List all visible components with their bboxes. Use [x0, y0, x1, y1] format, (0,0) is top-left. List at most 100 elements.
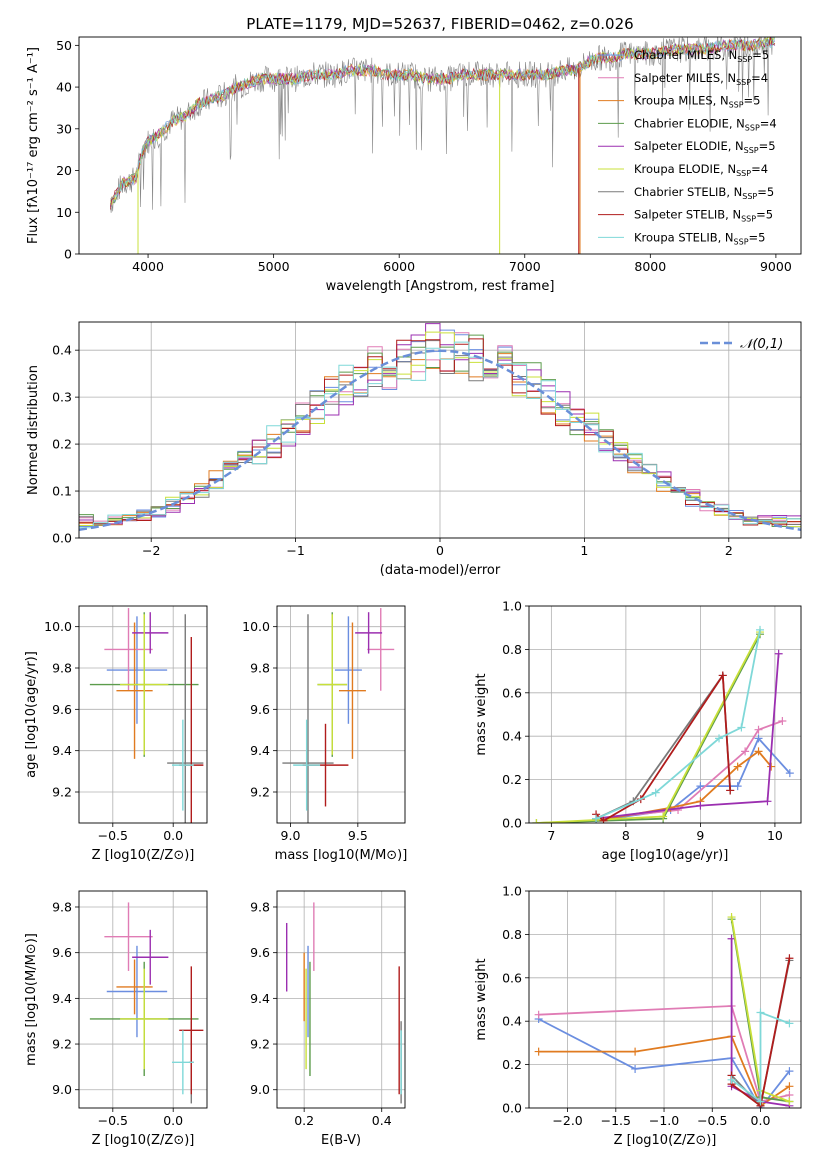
legend-label: 𝒩(0,1): [740, 337, 783, 352]
y-tick-label: 9.4: [250, 743, 270, 758]
x-tick-label: 7000: [509, 259, 541, 274]
x-tick-label: −0.5: [98, 1113, 128, 1128]
plot-area-age-vs-Z: [79, 606, 207, 823]
weight-marker: [674, 805, 683, 814]
y-tick-label: 9.2: [52, 785, 72, 800]
y-tick-label: 10.0: [44, 619, 72, 634]
weight-marker: [718, 671, 727, 680]
x-tick-label: 0: [436, 543, 444, 558]
x-tick-label: −0.5: [98, 828, 128, 843]
weight-marker: [741, 747, 750, 756]
y-tick-label: 9.6: [52, 945, 72, 960]
x-tick-label: 0.0: [163, 828, 183, 843]
weight-marker: [756, 1008, 765, 1017]
y-tick-label: 0.0: [502, 1101, 522, 1116]
x-tick-label: −1.5: [601, 1113, 631, 1128]
x-tick-label: 9: [696, 828, 704, 843]
x-tick-label: 9.5: [348, 828, 368, 843]
y-tick-label: 9.6: [52, 702, 72, 717]
y-tick-label: 1.0: [502, 599, 522, 614]
y-tick-label: 0.1: [52, 484, 72, 499]
axes-frame: [276, 890, 406, 1109]
x-tick-label: −1.0: [649, 1113, 679, 1128]
weight-marker: [715, 734, 724, 743]
x-tick-label: 0.4: [372, 1113, 392, 1128]
weight-marker: [785, 1097, 794, 1106]
panel-spectrum: 4000 5000 6000 7000 8000 9000 0 10 20 30 40 50 wavel…: [26, 36, 802, 294]
x-tick-label: −2.0: [552, 1113, 582, 1128]
x-tick-label: −0.5: [697, 1113, 727, 1128]
legend: Chabrier MILES, NSSP=5 Salpeter MILES, NS…: [598, 48, 777, 246]
y-tick-label: 0.0: [52, 531, 72, 546]
legend-label: Chabrier ELODIE, NSSP=4: [634, 116, 777, 132]
weight-marker: [785, 769, 794, 778]
legend-label: Chabrier MILES, NSSP=5: [634, 48, 769, 64]
x-tick-label: 4000: [132, 259, 164, 274]
y-axis-label: Normed distribution: [26, 365, 41, 495]
y-tick-label: 9.0: [52, 1082, 72, 1097]
weight-marker: [733, 782, 742, 791]
plot-area-mass-vs-ebv: [277, 891, 405, 1108]
y-tick-label: 9.6: [250, 945, 270, 960]
spectrum-line-kroupa-stelib: [110, 37, 776, 200]
weight-marker: [754, 747, 763, 756]
legend-label: Salpeter MILES, NSSP=4: [634, 71, 768, 87]
weight-marker: [756, 1097, 765, 1106]
panel-age-vs-mass: 9.0 9.5 9.2 9.4 9.6 9.8 10.0 mass [log10(M/M⊙)]: [242, 605, 407, 863]
x-axis-label: Z [log10(Z/Z⊙)]: [614, 1133, 717, 1148]
weight-line: [595, 653, 780, 820]
x-tick-label: 0.0: [751, 1113, 771, 1128]
weight-marker: [534, 1047, 543, 1056]
panel-age-vs-Z: −0.5 0.0 9.2 9.4 9.6 9.8 10.0 Z [log10(Z/Z⊙)] ag…: [24, 605, 208, 863]
legend-label: Chabrier STELIB, NSSP=5: [634, 185, 774, 201]
y-tick-label: 0.6: [502, 970, 522, 985]
weight-marker: [592, 814, 601, 823]
weight-marker: [651, 788, 660, 797]
y-tick-label: 0.8: [502, 642, 522, 657]
x-axis-label: Z [log10(Z/Z⊙)]: [92, 848, 195, 863]
y-tick-label: 9.0: [250, 1082, 270, 1097]
panel-residuals: −2 −1 0 1 2 0.0 0.1 0.2 0.3 0.4 (data-model)/error…: [26, 321, 802, 578]
weight-marker: [727, 934, 736, 943]
y-axis-label: mass [log10(M/M⊙)]: [24, 933, 39, 1066]
legend-label: Salpeter ELODIE, NSSP=5: [634, 139, 776, 155]
plot-area-mass-vs-Z: [79, 891, 207, 1108]
x-tick-label: 10: [767, 828, 783, 843]
plot-area-spectrum: [110, 37, 776, 254]
weight-marker: [631, 1047, 640, 1056]
y-tick-label: 9.8: [52, 899, 72, 914]
x-tick-label: 5000: [258, 259, 290, 274]
x-tick-label: 7: [547, 828, 555, 843]
weight-line: [595, 672, 732, 822]
legend: 𝒩(0,1): [700, 337, 783, 352]
x-tick-label: 0.0: [163, 1113, 183, 1128]
weight-marker: [631, 1064, 640, 1073]
y-tick-label: 0.0: [502, 816, 522, 831]
weight-marker: [785, 1019, 794, 1028]
x-tick-label: −1: [286, 543, 304, 558]
weight-marker: [532, 819, 541, 823]
weight-line: [731, 1011, 790, 1104]
y-tick-label: 0.4: [502, 729, 522, 744]
x-tick-label: 2: [725, 543, 733, 558]
y-tick-label: 9.2: [250, 1037, 270, 1052]
x-tick-label: 1: [580, 543, 588, 558]
x-tick-label: 0.2: [294, 1113, 314, 1128]
legend-label: Salpeter STELIB, NSSP=5: [634, 208, 773, 224]
weight-marker: [599, 816, 608, 823]
y-tick-label: 0.4: [502, 1014, 522, 1029]
y-tick-label: 0.4: [52, 343, 72, 358]
x-axis-label: age [log10(age/yr)]: [602, 848, 729, 863]
y-tick-label: 9.8: [250, 899, 270, 914]
y-tick-label: 20: [56, 163, 72, 178]
panel-mass-vs-ebv: 0.2 0.4 9.0 9.2 9.4 9.6 9.8 E(B-V): [250, 890, 406, 1148]
axes-frame: [78, 605, 208, 824]
y-tick-label: 50: [56, 38, 72, 53]
x-tick-label: 8: [622, 828, 630, 843]
weight-line: [595, 750, 772, 822]
weight-marker: [727, 913, 736, 922]
x-tick-label: 6000: [383, 259, 415, 274]
axes-frame: [528, 605, 802, 824]
y-tick-label: 30: [56, 121, 72, 136]
axes-frame: [276, 605, 406, 824]
